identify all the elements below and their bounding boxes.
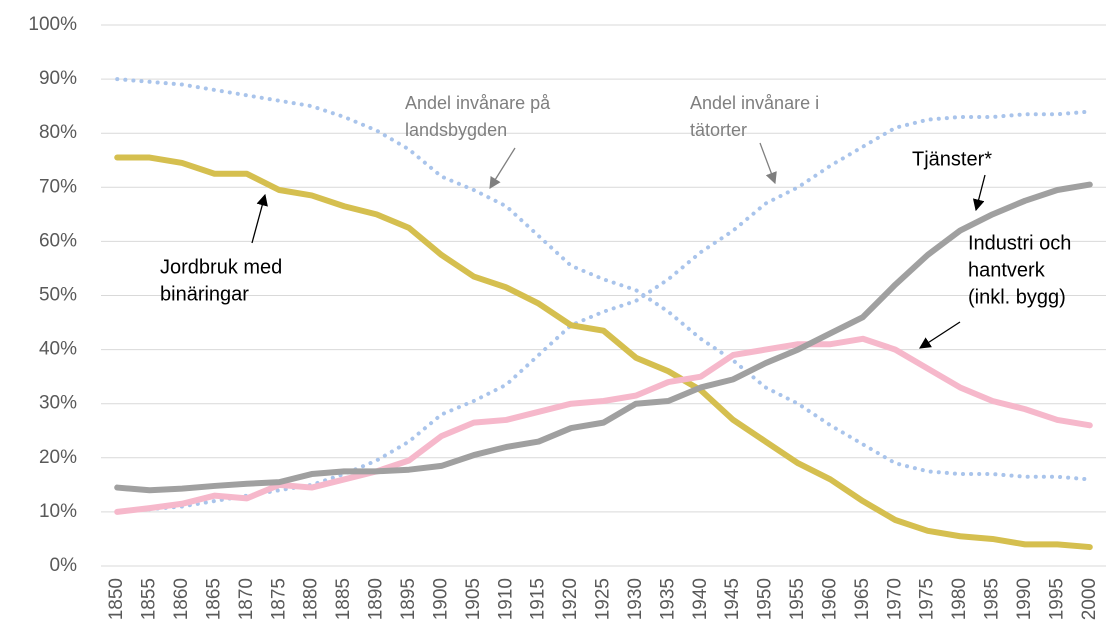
x-tick-label: 1920 — [560, 578, 581, 620]
annotation: binäringar — [160, 283, 249, 305]
x-tick-label: 1885 — [333, 578, 354, 620]
y-tick-label: 80% — [39, 122, 77, 143]
y-tick-label: 0% — [50, 555, 78, 576]
annotation: hantverk — [968, 259, 1046, 281]
annotation: Industri och — [968, 232, 1071, 254]
series-line — [114, 154, 1093, 551]
y-tick-label: 10% — [39, 501, 77, 522]
x-tick-label: 1895 — [398, 578, 419, 620]
annotation: (inkl. bygg) — [968, 286, 1066, 308]
x-tick-label: 1860 — [171, 578, 192, 620]
y-tick-label: 30% — [39, 393, 77, 414]
x-tick-label: 1940 — [690, 578, 711, 620]
x-tick-label: 1930 — [625, 578, 646, 620]
x-tick-label: 1900 — [430, 578, 451, 620]
x-tick-label: 1905 — [463, 578, 484, 620]
annotation: Jordbruk med — [160, 256, 282, 278]
y-tick-label: 90% — [39, 68, 77, 89]
x-tick-label: 1995 — [1046, 578, 1067, 620]
x-tick-label: 1870 — [236, 578, 257, 620]
annotation: landsbygden — [405, 120, 507, 140]
series-line — [114, 181, 1093, 494]
x-tick-label: 1890 — [366, 578, 387, 620]
x-tick-label: 1880 — [301, 578, 322, 620]
x-tick-label: 2000 — [1079, 578, 1100, 620]
x-tick-label: 1980 — [949, 578, 970, 620]
x-tick-label: 1970 — [884, 578, 905, 620]
x-tick-label: 1850 — [106, 578, 127, 620]
y-tick-label: 70% — [39, 176, 77, 197]
y-tick-label: 20% — [39, 447, 77, 468]
x-tick-label: 1945 — [722, 578, 743, 620]
x-tick-label: 1965 — [852, 578, 873, 620]
x-tick-label: 1990 — [1014, 578, 1035, 620]
x-tick-label: 1875 — [268, 578, 289, 620]
x-tick-label: 1925 — [593, 578, 614, 620]
x-tick-label: 1855 — [139, 578, 160, 620]
y-tick-label: 50% — [39, 285, 77, 306]
x-tick-label: 1955 — [787, 578, 808, 620]
series-line — [115, 109, 1092, 514]
x-tick-label: 1985 — [982, 578, 1003, 620]
annotation-arrow — [972, 174, 986, 212]
y-tick-label: 60% — [39, 230, 77, 251]
x-tick-label: 1950 — [755, 578, 776, 620]
annotation-arrow — [759, 142, 777, 185]
series-line — [115, 77, 1092, 482]
annotation: Tjänster* — [912, 148, 992, 170]
x-tick-label: 1960 — [819, 578, 840, 620]
annotation-arrow — [251, 193, 268, 244]
y-tick-label: 100% — [28, 14, 77, 35]
x-tick-label: 1915 — [528, 578, 549, 620]
annotation: Andel invånare i — [690, 93, 819, 113]
annotation: Andel invånare på — [405, 93, 551, 113]
x-tick-label: 1910 — [495, 578, 516, 620]
x-tick-label: 1865 — [203, 578, 224, 620]
annotation-arrow — [489, 147, 516, 189]
x-tick-label: 1935 — [657, 578, 678, 620]
annotation-arrow — [919, 321, 961, 349]
x-tick-label: 1975 — [917, 578, 938, 620]
y-tick-label: 40% — [39, 339, 77, 360]
annotation: tätorter — [690, 120, 747, 140]
